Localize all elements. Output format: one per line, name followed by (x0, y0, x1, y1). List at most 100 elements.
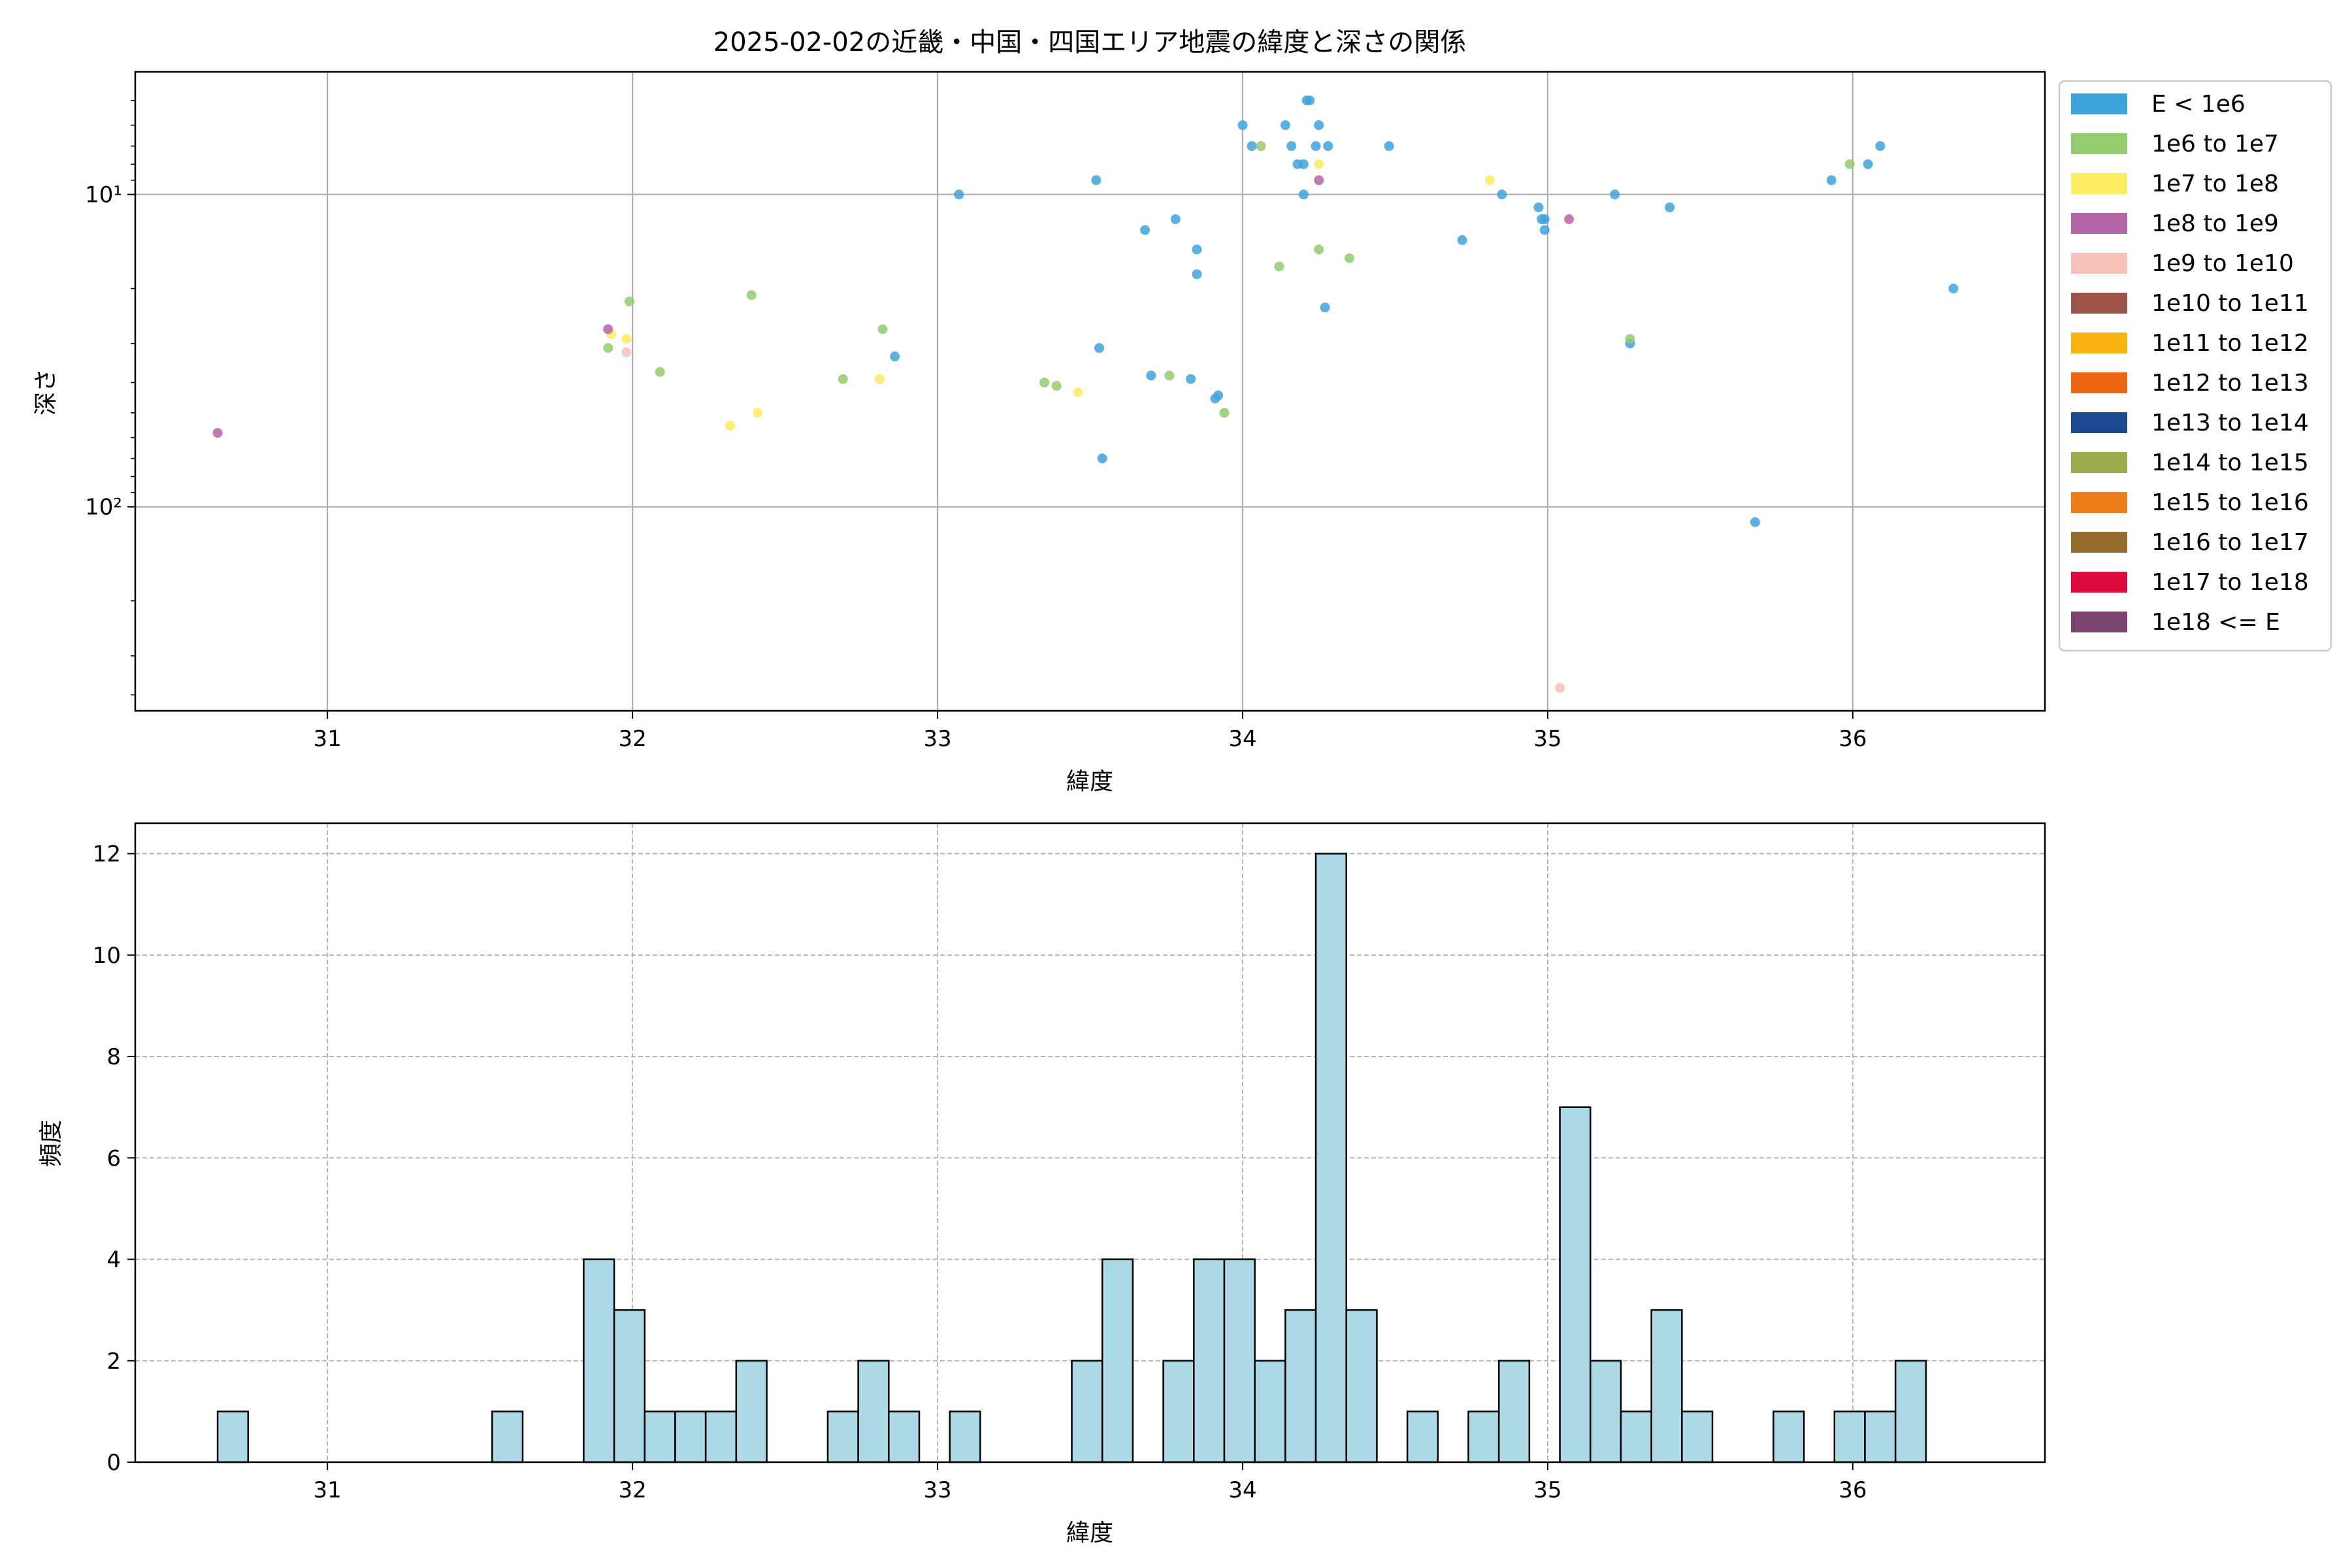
scatter-point (1484, 175, 1495, 186)
scatter-point (838, 374, 848, 384)
histogram-bars (216, 853, 1927, 1463)
scatter-point (1237, 120, 1248, 131)
legend-label: 1e9 to 1e10 (2151, 250, 2294, 277)
histogram-bar (491, 1411, 524, 1463)
scatter-y-axis-label: 深さ (33, 368, 59, 416)
histogram-x-axis-label: 緯度 (1066, 1520, 1113, 1546)
histogram-bar (704, 1411, 738, 1463)
legend-label: 1e12 to 1e13 (2151, 370, 2309, 397)
scatter-point (1073, 387, 1083, 397)
legend-label: 1e6 to 1e7 (2151, 131, 2279, 157)
scatter-y-tick-label: 10¹ (85, 182, 122, 208)
histogram-bar (583, 1258, 615, 1463)
histogram-x-tick-label: 36 (1838, 1477, 1867, 1503)
histogram-bar (1650, 1309, 1683, 1463)
scatter-point (1610, 189, 1620, 200)
scatter-point (1314, 244, 1324, 255)
histogram-bar (674, 1411, 707, 1463)
histogram-y-tick-label: 12 (93, 841, 121, 868)
histogram-bar (1559, 1106, 1592, 1463)
histogram-bar (1772, 1411, 1805, 1463)
legend-label: 1e10 to 1e11 (2151, 290, 2309, 317)
histogram-y-ticks: 0 2 4 6 8 10 12 (93, 841, 135, 1476)
scatter-point (1213, 390, 1224, 400)
scatter-point (1948, 284, 1959, 294)
histogram-bar (888, 1411, 921, 1463)
scatter-point (890, 351, 900, 362)
scatter-point (1286, 141, 1297, 152)
scatter-point (1323, 141, 1333, 152)
scatter-point (1314, 159, 1324, 169)
scatter-grid (135, 72, 2045, 711)
legend-swatch (2071, 173, 2127, 194)
histogram-y-axis-label: 頻度 (38, 1120, 65, 1167)
scatter-point (1186, 374, 1196, 384)
scatter-point (1039, 377, 1049, 387)
scatter-x-tick-label: 34 (1228, 726, 1256, 752)
scatter-point (1256, 141, 1266, 152)
scatter-points (212, 95, 1959, 693)
scatter-point (621, 334, 632, 344)
scatter-point (1844, 159, 1855, 169)
legend-swatch (2071, 612, 2127, 632)
scatter-point (1170, 214, 1181, 225)
histogram-x-tick-label: 31 (314, 1477, 342, 1503)
scatter-x-tick-label: 31 (314, 726, 342, 752)
scatter-point (1298, 159, 1309, 169)
scatter-point (1555, 683, 1565, 693)
histogram-bar (1315, 853, 1347, 1463)
legend-swatch (2071, 372, 2127, 393)
histogram-bar (1620, 1411, 1652, 1463)
scatter-point (621, 347, 632, 357)
legend-swatch (2071, 333, 2127, 353)
scatter-point (1497, 189, 1507, 200)
scatter-point (1219, 408, 1230, 418)
legend-label: 1e16 to 1e17 (2151, 529, 2309, 556)
histogram-x-tick-label: 34 (1228, 1477, 1256, 1503)
legend-swatch (2071, 412, 2127, 433)
histogram-bar (1284, 1309, 1317, 1463)
histogram-bar (1681, 1411, 1714, 1463)
histogram-bar (216, 1411, 250, 1463)
scatter-point (603, 324, 613, 335)
scatter-point (1665, 202, 1675, 212)
histogram-bar (1223, 1258, 1256, 1463)
scatter-point (1051, 381, 1062, 391)
scatter-point (1314, 120, 1324, 131)
histogram-axes-frame (134, 822, 2046, 1463)
legend-label: 1e15 to 1e16 (2151, 489, 2309, 516)
histogram-bar (1894, 1360, 1927, 1463)
scatter-chart: 2025-02-02の近畿・中国・四国エリア地震の緯度と深さの関係 31 32 33… (33, 27, 2332, 795)
histogram-x-tick-label: 32 (618, 1477, 646, 1503)
legend-swatch (2071, 572, 2127, 593)
scatter-point (877, 324, 888, 335)
legend-swatch (2071, 293, 2127, 314)
histogram-x-tick-label: 33 (923, 1477, 951, 1503)
scatter-point (1192, 244, 1202, 255)
legend-swatch (2071, 213, 2127, 234)
legend: E < 1e6 1e6 to 1e7 1e7 to 1e8 1e8 to 1e9 1e9… (2058, 80, 2332, 652)
histogram-y-tick-label: 8 (106, 1044, 121, 1070)
histogram-bar (1467, 1411, 1500, 1463)
histogram-bar (1254, 1360, 1286, 1463)
scatter-point (1140, 225, 1151, 235)
legend-label: 1e17 to 1e18 (2151, 569, 2309, 596)
scatter-point (1097, 453, 1107, 464)
legend-swatch (2071, 253, 2127, 274)
histogram-bar (1193, 1258, 1226, 1463)
histogram-bar (644, 1411, 676, 1463)
scatter-point (1344, 253, 1354, 263)
legend-label: 1e7 to 1e8 (2151, 171, 2279, 197)
histogram-bar (1864, 1411, 1897, 1463)
scatter-point (725, 421, 736, 431)
scatter-point (1094, 343, 1105, 353)
legend-label: 1e14 to 1e15 (2151, 449, 2309, 476)
legend-label: 1e11 to 1e12 (2151, 330, 2309, 357)
legend-swatch (2071, 133, 2127, 154)
histogram-bar (1071, 1360, 1103, 1463)
scatter-point (655, 367, 665, 377)
scatter-point (1314, 175, 1324, 186)
legend-label: 1e18 <= E (2151, 609, 2280, 636)
scatter-point (1826, 175, 1837, 186)
